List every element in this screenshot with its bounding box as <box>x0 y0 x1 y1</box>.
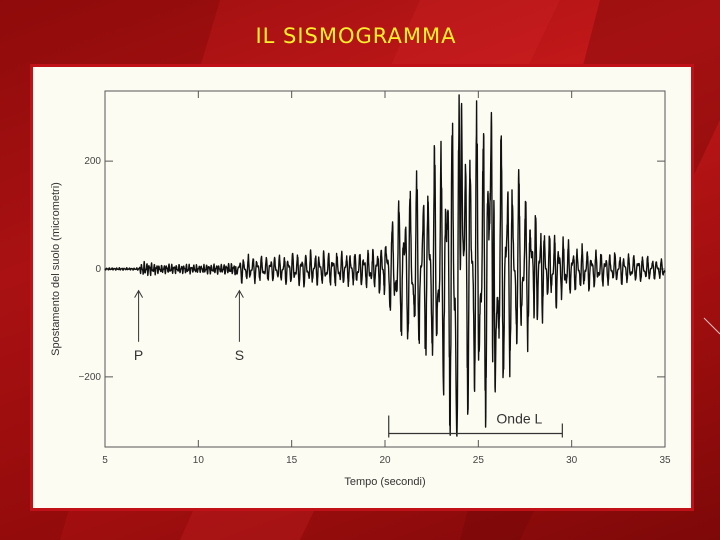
seismogram-chart: 5 10 15 20 25 30 35 −200 0 200 P S Onde L Tempo … <box>50 90 671 488</box>
x-tick-label: 25 <box>473 455 485 466</box>
y-tick-label: −200 <box>78 372 101 383</box>
x-axis-label: Tempo (secondi) <box>344 476 425 488</box>
seismogram-figure: 5 10 15 20 25 30 35 −200 0 200 P S Onde L Tempo … <box>30 64 694 511</box>
y-tick-label: 0 <box>95 264 101 275</box>
surface-wave-marker: Onde L <box>388 411 563 438</box>
p-wave-label: P <box>134 347 143 363</box>
x-tick-label: 20 <box>379 455 391 466</box>
s-wave-label: S <box>235 347 244 363</box>
x-tick-label: 35 <box>659 455 671 466</box>
x-tick-label: 30 <box>566 455 578 466</box>
y-axis-label: Spostamento del suolo (micrometri) <box>50 182 62 356</box>
x-tick-label: 10 <box>193 455 205 466</box>
surface-wave-label: Onde L <box>496 411 542 427</box>
y-tick-label: 200 <box>84 156 101 167</box>
slide-title: IL SISMOGRAMMA <box>255 24 457 48</box>
p-wave-marker: P <box>134 289 144 363</box>
x-tick-label: 5 <box>102 455 108 466</box>
s-wave-arrowhead <box>234 289 244 298</box>
seismogram-trace <box>104 94 666 437</box>
x-axis-ticks: 5 10 15 20 25 30 35 <box>102 91 671 466</box>
s-wave-marker: S <box>234 289 244 363</box>
p-wave-arrowhead <box>134 289 144 298</box>
x-tick-label: 15 <box>286 455 298 466</box>
